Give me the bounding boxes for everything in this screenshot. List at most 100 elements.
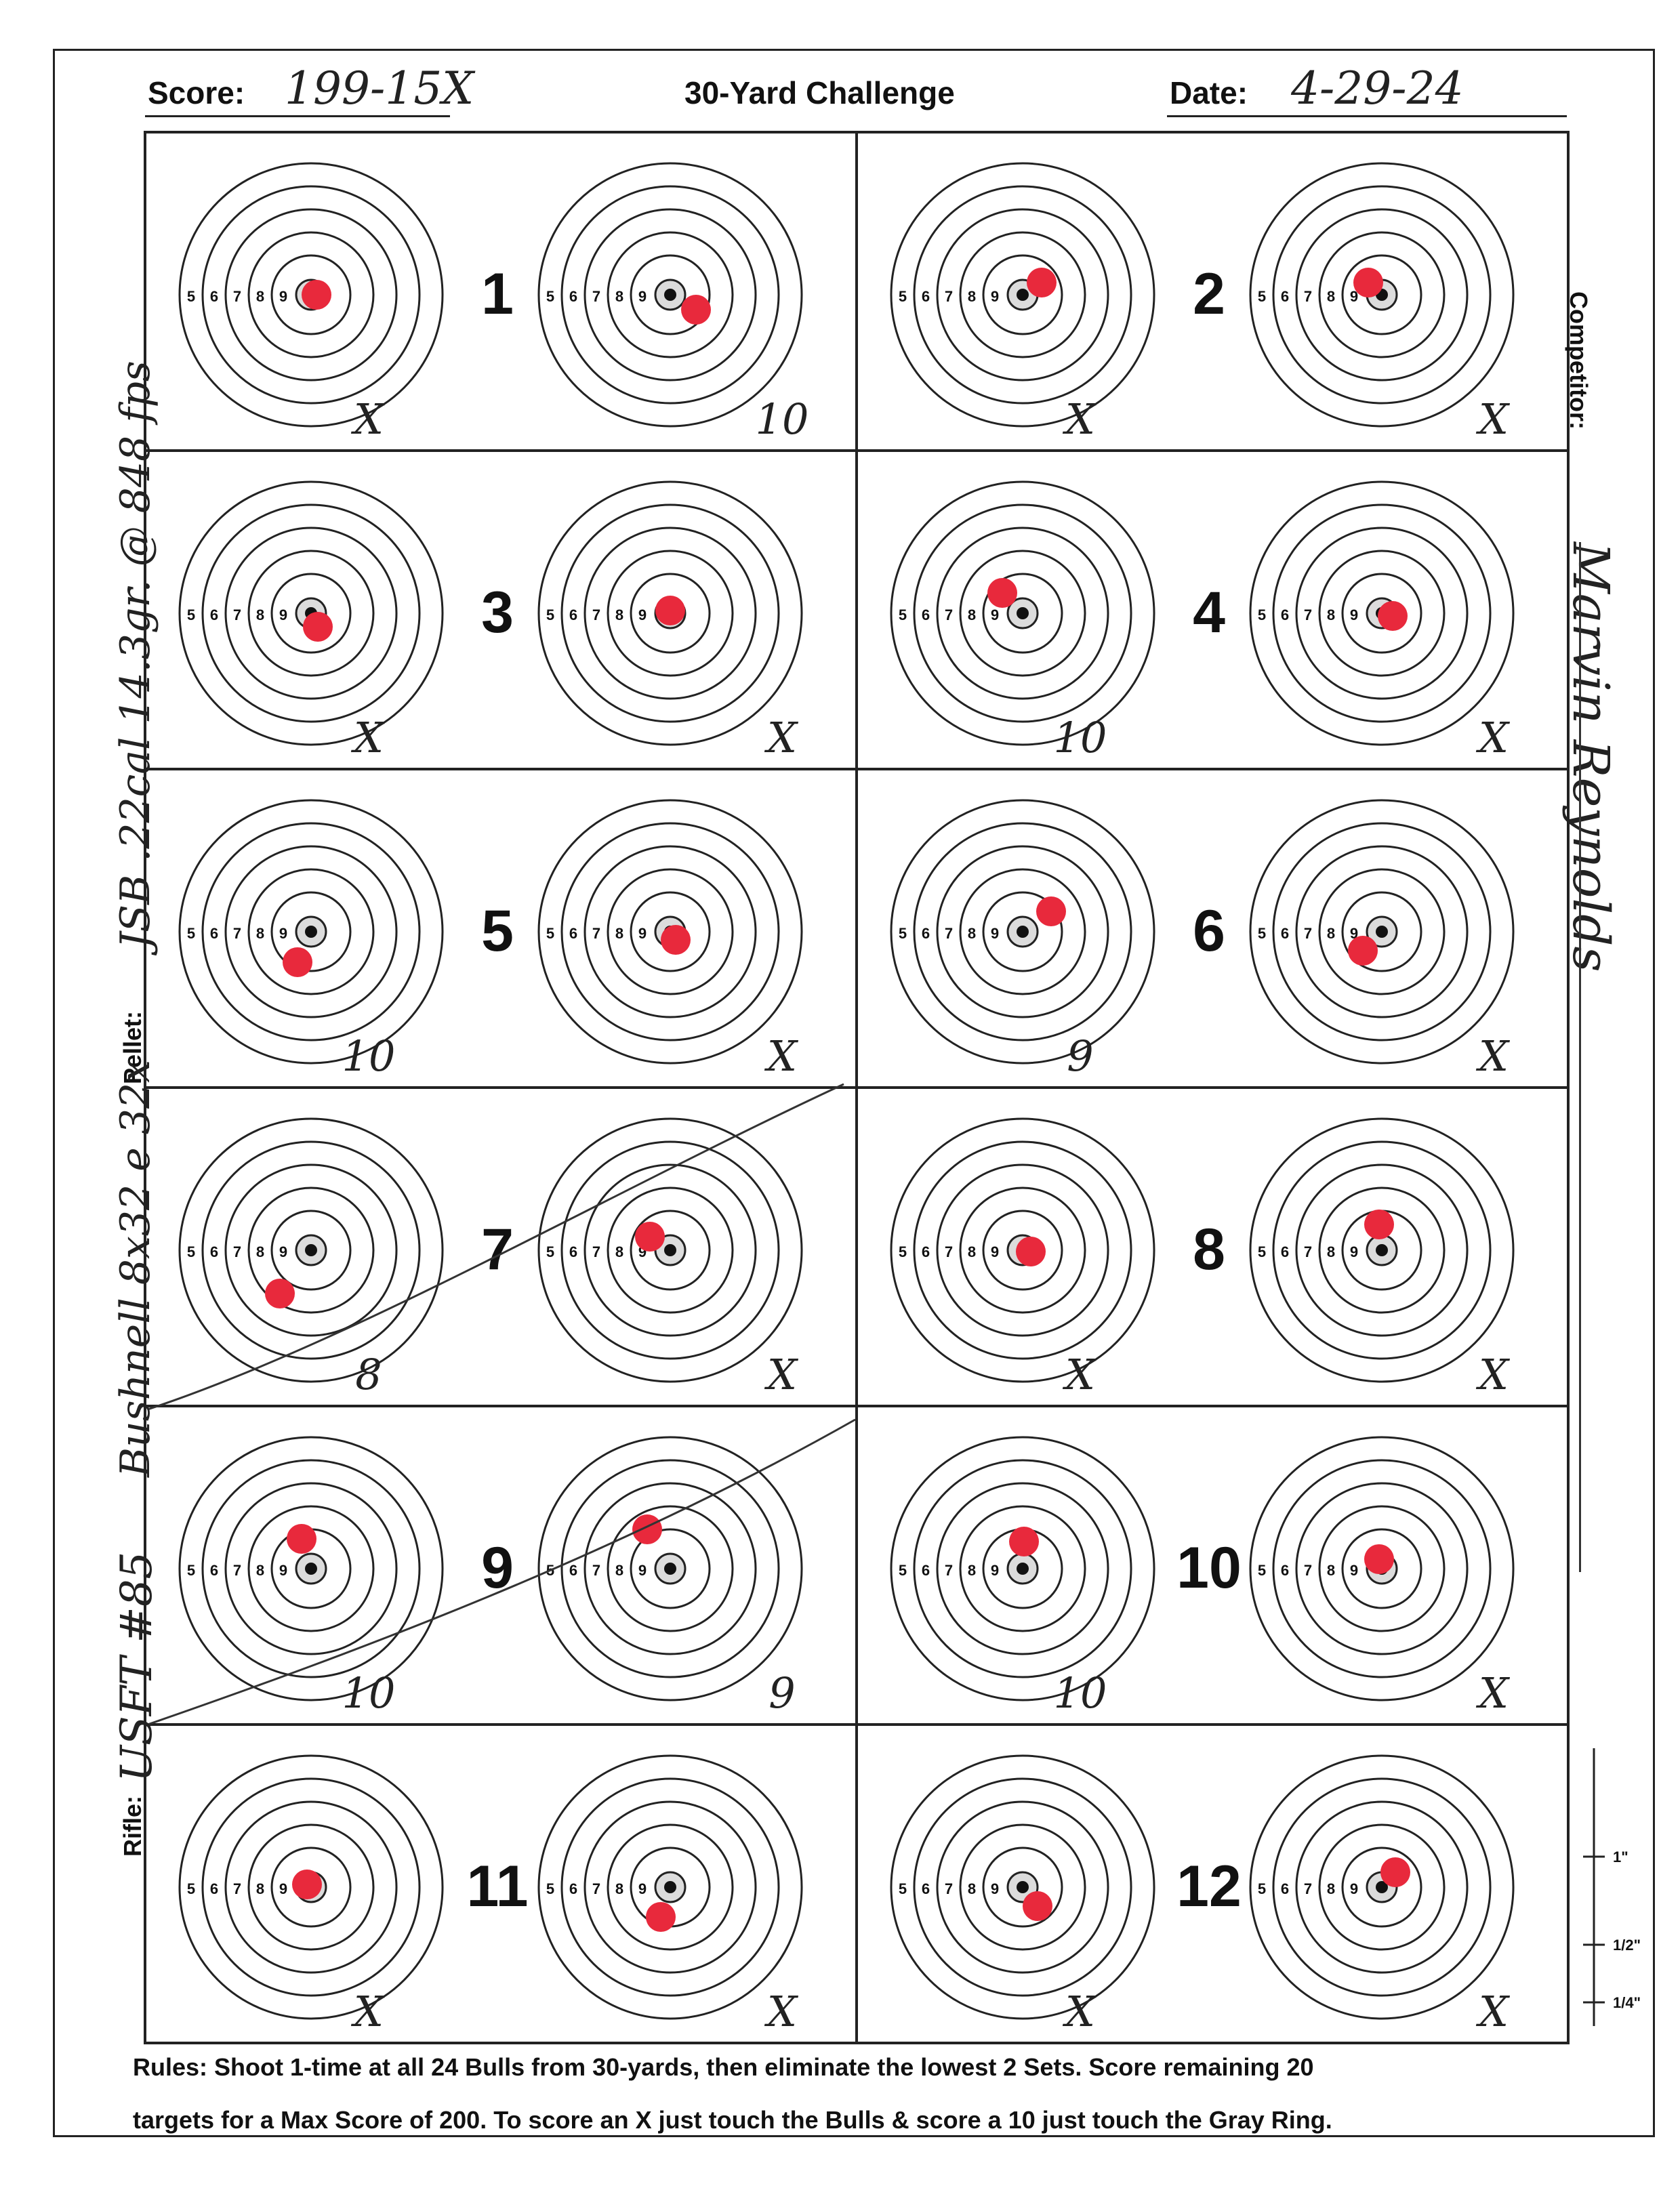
target-ring [537,480,803,746]
target-score: X [1063,1987,1097,2036]
target-score: X [1476,1350,1511,1399]
target-ring [959,1823,1086,1951]
target-ring [583,1800,757,1974]
set-number: 4 [1193,580,1225,645]
target-ring [537,799,803,1065]
target-ring [982,1210,1063,1291]
ring-label: 8 [1327,1562,1335,1579]
target-ring [936,845,1109,1018]
ring-label: 6 [1281,288,1289,305]
target-score: X [351,1987,386,2036]
target-ring [560,185,780,405]
scorecard-frame [53,49,1655,2137]
date-label: Date: [1170,75,1248,110]
ring-label: 7 [233,606,241,623]
ring-label: 5 [1258,1880,1266,1897]
target-ring [913,1140,1132,1360]
target-ring [1295,208,1469,381]
bull-dot [1376,1244,1388,1256]
ring-label: 5 [187,1562,195,1579]
ring-label: 6 [569,925,577,942]
ring-label: 8 [615,925,623,942]
target-ring [607,1505,734,1632]
ring-label: 5 [1258,925,1266,942]
set-number: 8 [1193,1217,1225,1282]
ring-label: 5 [187,606,195,623]
ring-label: 8 [1327,1880,1335,1897]
ring-label: 8 [615,1243,623,1260]
ring-label: 8 [968,606,976,623]
target-ring [607,1823,734,1951]
ring-label: 6 [210,1562,218,1579]
ring-label: 7 [233,1243,241,1260]
bull-dot [1017,1563,1029,1575]
target-ring [959,868,1086,995]
target-score: X [1476,394,1511,444]
bull-dot [1017,607,1029,619]
ring-label: 6 [210,288,218,305]
target-ring [982,254,1063,335]
target-ring [178,480,444,746]
target-ring [201,1777,421,1997]
ring-label: 5 [546,288,554,305]
target-ring [607,868,734,995]
target-ring [178,1117,444,1383]
target-ring [1341,573,1422,654]
ring-label: 5 [546,1243,554,1260]
ring-label: 7 [592,925,600,942]
target-ring [913,1777,1132,1997]
target-score: X [764,1350,799,1399]
target-score: X [1476,1031,1511,1081]
target-score: X [1476,1987,1511,2036]
set-number: 9 [481,1535,514,1601]
target-ring [982,573,1063,654]
target-ring [890,162,1155,428]
target-ring [1318,868,1446,995]
pellet-hit [1036,896,1066,926]
ring-label: 7 [945,1243,953,1260]
ring-label: 7 [592,606,600,623]
set-number: 1 [481,262,514,327]
scale-label: 1/2" [1613,1937,1641,1954]
set-number: 6 [1193,899,1225,964]
ring-label: 6 [922,606,930,623]
ring-label: 5 [187,1880,195,1897]
ring-label: 8 [968,1880,976,1897]
target-ring [1249,162,1515,428]
ring-label: 6 [1281,925,1289,942]
ring-label: 6 [922,1880,930,1897]
pellet-hit [1380,1857,1410,1887]
target-ring [959,550,1086,677]
ring-label: 8 [968,288,976,305]
target-ring [583,527,757,700]
target-score: 10 [756,394,809,444]
target-score: 10 [342,1668,396,1718]
set-number: 11 [467,1854,529,1919]
target-ring [936,1482,1109,1655]
target-ring [1318,231,1446,358]
ring-label: 8 [1327,925,1335,942]
target-score: X [1063,1350,1097,1399]
ring-label: 6 [1281,1243,1289,1260]
bull-dot [1017,1881,1029,1893]
target-ring [1318,1823,1446,1951]
score-label: Score: [148,75,245,110]
bull-dot [305,1244,317,1256]
bull-dot [664,1563,676,1575]
ring-label: 6 [210,1243,218,1260]
rules-line-2: targets for a Max Score of 200. To score… [133,2106,1332,2134]
ring-label: 7 [592,288,600,305]
ring-label: 5 [546,1880,554,1897]
target-ring [247,1823,375,1951]
target-ring [560,822,780,1041]
ring-label: 5 [899,1243,907,1260]
ring-label: 7 [592,1243,600,1260]
ring-label: 8 [1327,1243,1335,1260]
target-ring [630,1210,711,1291]
target-ring [1318,1186,1446,1314]
ring-label: 9 [638,1880,647,1897]
pellet-hit [1348,936,1378,966]
target-ring [583,845,757,1018]
ring-label: 6 [1281,606,1289,623]
page-title: 30-Yard Challenge [684,75,955,110]
